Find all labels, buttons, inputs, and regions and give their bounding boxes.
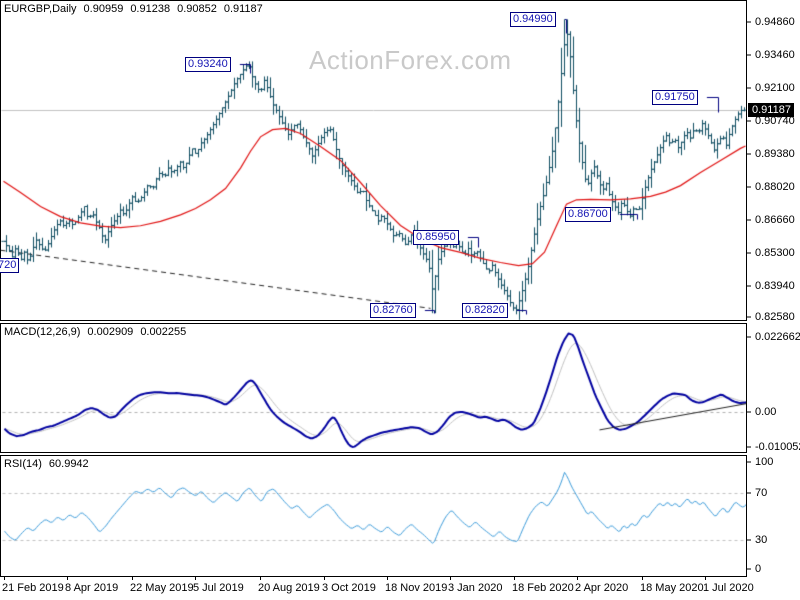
time-axis-label: 3 Oct 2019 — [322, 582, 376, 594]
price-axis-label: 0.93460 — [755, 49, 795, 61]
rsi-axis-label: 0 — [755, 563, 762, 575]
price-panel[interactable]: EURGBP,Daily 0.90959 0.91238 0.90852 0.91187… — [0, 0, 747, 321]
price-annotation-label: 0.85950 — [413, 230, 459, 245]
price-axis-label: 0.89380 — [755, 148, 795, 160]
time-axis-label: 18 Feb 2020 — [512, 582, 574, 594]
watermark: ActionForex.com — [309, 45, 512, 75]
time-axis-tick — [514, 577, 515, 580]
axis-tick — [747, 411, 751, 413]
price-axis[interactable]: 0.94860 0.93460 0.92100 0.90740 0.89380 0.880… — [747, 0, 800, 577]
price-annotation-label: 0.82820 — [462, 303, 508, 318]
price-chart-canvas[interactable] — [1, 1, 746, 320]
time-axis-tick — [705, 577, 706, 580]
macd-axis-label: -0.010052 — [755, 441, 800, 453]
price-axis-label: 0.82580 — [755, 311, 795, 323]
time-axis-tick — [4, 577, 5, 580]
price-annotation-label: 0.93240 — [185, 57, 231, 72]
time-axis-label: 8 Apr 2019 — [65, 582, 119, 594]
time-axis-label: 18 May 2020 — [640, 582, 704, 594]
time-axis-tick — [67, 577, 68, 580]
axis-tick — [747, 492, 751, 494]
axis-tick — [747, 285, 751, 287]
open-value: 0.90959 — [83, 3, 124, 15]
rsi-axis-label: 30 — [755, 534, 768, 546]
symbol-label: EURGBP,Daily — [4, 3, 77, 15]
price-axis-label: 0.94860 — [755, 16, 795, 28]
time-axis-label: 21 Feb 2019 — [2, 582, 64, 594]
price-axis-label: 0.88020 — [755, 181, 795, 193]
axis-tick — [747, 539, 751, 541]
macd-axis-label: 0.022662 — [755, 331, 800, 343]
macd-panel[interactable]: MACD(12,26,9) 0.002909 0.002255 — [0, 323, 747, 453]
price-annotation-label: 0.86700 — [565, 207, 611, 222]
price-axis-label: 0.85300 — [755, 247, 795, 259]
macd-axis-label: 0.00 — [755, 406, 777, 418]
rsi-label: RSI(14) — [4, 458, 42, 470]
rsi-canvas[interactable] — [1, 456, 746, 576]
time-axis-label: 2 Apr 2020 — [575, 582, 629, 594]
time-axis-label: 18 Nov 2019 — [385, 582, 448, 594]
time-axis-label: 22 May 2019 — [130, 582, 194, 594]
time-axis-tick — [450, 577, 451, 580]
time-axis-tick — [260, 577, 261, 580]
price-axis-label: 0.92100 — [755, 82, 795, 94]
price-annotation-label: 720 — [0, 258, 20, 273]
time-axis-label: 1 Jul 2020 — [703, 582, 754, 594]
axis-tick — [747, 21, 751, 23]
axis-tick — [747, 120, 751, 122]
axis-tick — [747, 316, 751, 318]
rsi-axis-label: 100 — [755, 456, 774, 468]
price-annotation-label: 0.82760 — [370, 303, 416, 318]
axis-tick — [747, 219, 751, 221]
axis-tick — [747, 461, 751, 463]
low-value: 0.90852 — [177, 3, 217, 15]
axis-tick — [747, 336, 751, 338]
rsi-panel[interactable]: RSI(14) 60.9942 — [0, 455, 747, 577]
price-annotation-label: 0.94990 — [510, 12, 556, 27]
time-axis-tick — [195, 577, 196, 580]
macd-value: 0.002909 — [87, 326, 134, 338]
rsi-axis-label: 70 — [755, 487, 768, 499]
high-value: 0.91238 — [130, 3, 171, 15]
axis-tick — [747, 87, 751, 89]
time-axis-tick — [324, 577, 325, 580]
time-axis-tick — [132, 577, 133, 580]
time-axis[interactable]: 21 Feb 2019 8 Apr 2019 22 May 2019 5 Jul 20… — [0, 577, 800, 600]
time-axis-tick — [577, 577, 578, 580]
macd-canvas[interactable] — [1, 324, 746, 452]
axis-tick — [747, 252, 751, 254]
macd-label: MACD(12,26,9) — [4, 326, 81, 338]
time-axis-label: 20 Aug 2019 — [258, 582, 320, 594]
axis-tick — [747, 186, 751, 188]
time-axis-label: 3 Jan 2020 — [448, 582, 503, 594]
current-price-tag: 0.91187 — [748, 103, 794, 117]
axis-tick — [747, 446, 751, 448]
price-axis-label: 0.83940 — [755, 280, 795, 292]
axis-tick — [747, 153, 751, 155]
time-axis-tick — [642, 577, 643, 580]
axis-tick — [747, 54, 751, 56]
time-axis-tick — [387, 577, 388, 580]
macd-label-line: MACD(12,26,9) 0.002909 0.002255 — [4, 326, 193, 338]
axis-tick — [747, 568, 751, 570]
macd-signal-value: 0.002255 — [140, 326, 187, 338]
close-value: 0.91187 — [223, 3, 263, 15]
price-axis-label: 0.90740 — [755, 115, 795, 127]
price-annotation-label: 0.91750 — [652, 90, 698, 105]
price-axis-label: 0.86660 — [755, 214, 795, 226]
rsi-label-line: RSI(14) 60.9942 — [4, 458, 96, 470]
rsi-value: 60.9942 — [48, 458, 89, 470]
time-axis-label: 5 Jul 2019 — [193, 582, 244, 594]
symbol-ohlc-line: EURGBP,Daily 0.90959 0.91238 0.90852 0.91187 — [4, 3, 270, 15]
